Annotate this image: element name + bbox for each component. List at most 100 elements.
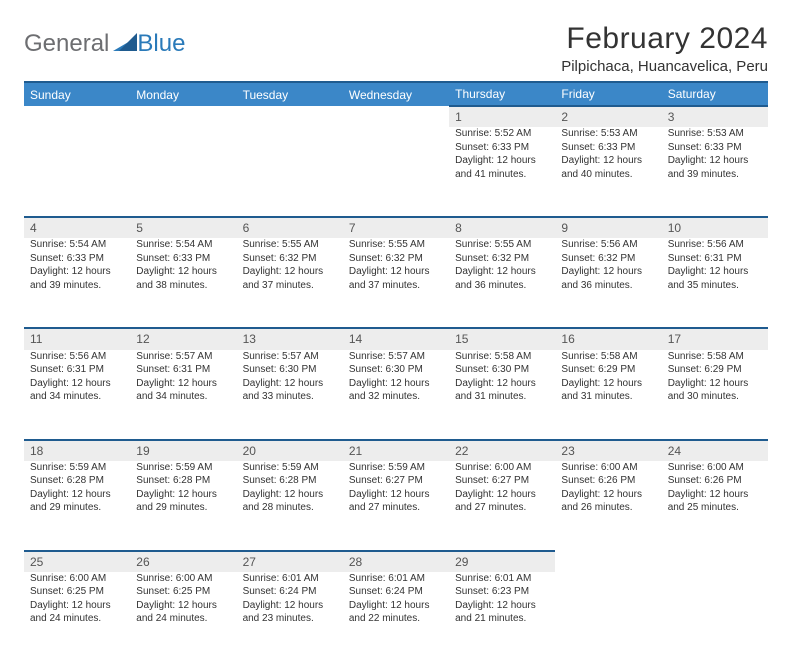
day-cell: Sunrise: 5:53 AMSunset: 6:33 PMDaylight:… — [555, 127, 661, 217]
day-number — [662, 551, 768, 572]
day-number: 12 — [130, 328, 236, 349]
day-info-line: Sunrise: 6:00 AM — [30, 572, 124, 586]
day-number: 7 — [343, 217, 449, 238]
day-number: 25 — [24, 551, 130, 572]
day-info-line: Daylight: 12 hours — [455, 488, 549, 502]
day-number: 4 — [24, 217, 130, 238]
day-cell: Sunrise: 5:52 AMSunset: 6:33 PMDaylight:… — [449, 127, 555, 217]
day-number — [24, 106, 130, 127]
day-info-line: Sunrise: 5:52 AM — [455, 127, 549, 141]
day-cell — [237, 127, 343, 217]
day-cell: Sunrise: 5:59 AMSunset: 6:28 PMDaylight:… — [24, 461, 130, 551]
day-info-line: Daylight: 12 hours — [136, 488, 230, 502]
day-cell: Sunrise: 5:55 AMSunset: 6:32 PMDaylight:… — [343, 238, 449, 328]
day-cell: Sunrise: 5:59 AMSunset: 6:28 PMDaylight:… — [130, 461, 236, 551]
day-info-line: Sunrise: 5:58 AM — [561, 350, 655, 364]
day-cell: Sunrise: 6:00 AMSunset: 6:25 PMDaylight:… — [24, 572, 130, 662]
day-info-line: and 34 minutes. — [136, 390, 230, 404]
day-cell: Sunrise: 5:58 AMSunset: 6:29 PMDaylight:… — [555, 350, 661, 440]
day-cell: Sunrise: 5:59 AMSunset: 6:27 PMDaylight:… — [343, 461, 449, 551]
day-info-line: Sunrise: 5:59 AM — [243, 461, 337, 475]
day-info-line: and 37 minutes. — [243, 279, 337, 293]
day-info-line: Sunrise: 5:53 AM — [561, 127, 655, 141]
day-cell: Sunrise: 5:55 AMSunset: 6:32 PMDaylight:… — [449, 238, 555, 328]
day-info-line: Sunset: 6:25 PM — [136, 585, 230, 599]
day-info-line: Sunset: 6:32 PM — [243, 252, 337, 266]
day-info-line: Daylight: 12 hours — [455, 377, 549, 391]
day-info-line: Daylight: 12 hours — [561, 488, 655, 502]
day-cell: Sunrise: 6:00 AMSunset: 6:25 PMDaylight:… — [130, 572, 236, 662]
day-cell: Sunrise: 5:57 AMSunset: 6:31 PMDaylight:… — [130, 350, 236, 440]
day-info-line: Sunset: 6:32 PM — [349, 252, 443, 266]
day-info-line: Daylight: 12 hours — [136, 599, 230, 613]
day-info-line: Sunset: 6:24 PM — [349, 585, 443, 599]
day-number: 3 — [662, 106, 768, 127]
day-cell — [130, 127, 236, 217]
day-cell: Sunrise: 5:58 AMSunset: 6:29 PMDaylight:… — [662, 350, 768, 440]
day-info-line: Daylight: 12 hours — [349, 377, 443, 391]
day-info-line: and 29 minutes. — [30, 501, 124, 515]
day-info-line: Daylight: 12 hours — [30, 377, 124, 391]
day-info-line: Sunrise: 6:00 AM — [136, 572, 230, 586]
day-info-line: and 24 minutes. — [30, 612, 124, 626]
day-content-row: Sunrise: 6:00 AMSunset: 6:25 PMDaylight:… — [24, 572, 768, 662]
day-cell: Sunrise: 5:57 AMSunset: 6:30 PMDaylight:… — [237, 350, 343, 440]
day-info-line: Sunrise: 5:55 AM — [243, 238, 337, 252]
day-info-line: Sunset: 6:30 PM — [455, 363, 549, 377]
day-info-line: Sunrise: 6:01 AM — [455, 572, 549, 586]
day-info-line: Daylight: 12 hours — [668, 154, 762, 168]
day-info-line: Sunset: 6:29 PM — [668, 363, 762, 377]
day-info-line: Daylight: 12 hours — [30, 599, 124, 613]
day-info-line: Daylight: 12 hours — [243, 377, 337, 391]
weekday-header: Sunday — [24, 82, 130, 106]
day-info-line: Daylight: 12 hours — [668, 377, 762, 391]
weekday-header-row: SundayMondayTuesdayWednesdayThursdayFrid… — [24, 82, 768, 106]
day-cell: Sunrise: 6:01 AMSunset: 6:24 PMDaylight:… — [237, 572, 343, 662]
day-info-line: Sunrise: 5:59 AM — [349, 461, 443, 475]
day-info-line: Daylight: 12 hours — [668, 265, 762, 279]
day-cell: Sunrise: 6:01 AMSunset: 6:23 PMDaylight:… — [449, 572, 555, 662]
weekday-header: Monday — [130, 82, 236, 106]
day-info-line: and 38 minutes. — [136, 279, 230, 293]
day-number — [555, 551, 661, 572]
day-info-line: Sunset: 6:33 PM — [561, 141, 655, 155]
day-number — [130, 106, 236, 127]
day-content-row: Sunrise: 5:52 AMSunset: 6:33 PMDaylight:… — [24, 127, 768, 217]
day-info-line: Sunrise: 5:57 AM — [243, 350, 337, 364]
page-header: General Blue February 2024 Pilpichaca, H… — [24, 22, 768, 75]
day-info-line: Sunrise: 5:57 AM — [349, 350, 443, 364]
weekday-header: Friday — [555, 82, 661, 106]
day-info-line: Sunset: 6:31 PM — [30, 363, 124, 377]
day-number: 18 — [24, 440, 130, 461]
day-info-line: Daylight: 12 hours — [455, 599, 549, 613]
day-info-line: Sunrise: 5:58 AM — [455, 350, 549, 364]
day-cell — [662, 572, 768, 662]
day-cell: Sunrise: 5:56 AMSunset: 6:31 PMDaylight:… — [24, 350, 130, 440]
day-number: 2 — [555, 106, 661, 127]
day-info-line: Sunset: 6:28 PM — [243, 474, 337, 488]
day-info-line: Sunset: 6:32 PM — [455, 252, 549, 266]
day-cell: Sunrise: 5:54 AMSunset: 6:33 PMDaylight:… — [24, 238, 130, 328]
day-info-line: Sunset: 6:26 PM — [561, 474, 655, 488]
day-info-line: Daylight: 12 hours — [561, 154, 655, 168]
day-number: 1 — [449, 106, 555, 127]
day-number: 16 — [555, 328, 661, 349]
brand-part2: Blue — [137, 30, 185, 58]
day-info-line: and 27 minutes. — [455, 501, 549, 515]
day-info-line: and 35 minutes. — [668, 279, 762, 293]
day-info-line: Daylight: 12 hours — [243, 599, 337, 613]
day-info-line: Sunrise: 5:53 AM — [668, 127, 762, 141]
day-info-line: Daylight: 12 hours — [455, 265, 549, 279]
day-info-line: Sunrise: 5:55 AM — [455, 238, 549, 252]
day-number: 17 — [662, 328, 768, 349]
day-info-line: Sunset: 6:30 PM — [243, 363, 337, 377]
day-number: 6 — [237, 217, 343, 238]
weekday-header: Wednesday — [343, 82, 449, 106]
day-info-line: Sunrise: 5:55 AM — [349, 238, 443, 252]
day-cell: Sunrise: 6:01 AMSunset: 6:24 PMDaylight:… — [343, 572, 449, 662]
weekday-header: Thursday — [449, 82, 555, 106]
day-info-line: Daylight: 12 hours — [455, 154, 549, 168]
day-cell: Sunrise: 6:00 AMSunset: 6:26 PMDaylight:… — [555, 461, 661, 551]
day-info-line: and 21 minutes. — [455, 612, 549, 626]
day-number — [343, 106, 449, 127]
